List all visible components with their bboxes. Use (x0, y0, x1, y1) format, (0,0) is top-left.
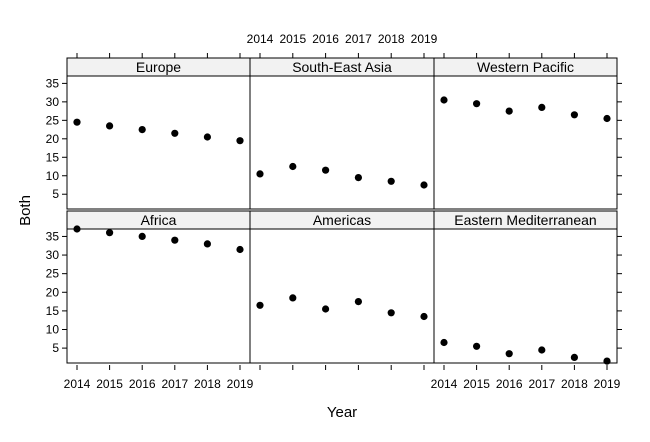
y-tick-label-1-20: 20 (46, 285, 60, 299)
x-tick-label-bottom-2-2018: 2018 (561, 377, 588, 391)
y-tick-label-0-35: 35 (46, 76, 60, 90)
point-americas-2014 (256, 301, 264, 309)
x-tick-label-top-2018: 2018 (378, 32, 405, 46)
point-americas-2019 (420, 312, 428, 321)
point-western-pacific-2016 (505, 107, 513, 115)
y-tick-label-1-15: 15 (46, 304, 60, 318)
x-tick-label-bottom-2-2015: 2015 (463, 377, 490, 391)
point-eastern-mediterranean-2018 (570, 353, 579, 361)
point-western-pacific-2017 (538, 103, 546, 111)
y-tick-label-0-10: 10 (46, 169, 60, 183)
x-axis-title: Year (327, 404, 357, 421)
x-tick-label-top-2014: 2014 (247, 32, 274, 46)
panel-frame-south-east-asia (249, 75, 435, 210)
x-tick-label-top-2015: 2015 (279, 32, 306, 46)
y-tick-label-1-10: 10 (46, 323, 60, 337)
point-south-east-asia-2016 (322, 166, 330, 174)
y-tick-label-1-30: 30 (46, 248, 60, 262)
point-western-pacific-2019 (603, 114, 611, 123)
panel-frame-europe (66, 75, 251, 210)
y-tick-label-1-5: 5 (52, 341, 59, 355)
point-eastern-mediterranean-2016 (505, 350, 513, 358)
point-africa-2014 (73, 225, 81, 233)
point-eastern-mediterranean-2015 (473, 342, 481, 350)
panel-title-eastern-mediterranean: Eastern Mediterranean (454, 212, 596, 228)
point-europe-2019 (236, 137, 244, 145)
y-tick-label-0-15: 15 (46, 150, 60, 164)
panel-frame-africa (66, 228, 251, 364)
point-western-pacific-2015 (473, 100, 481, 108)
point-south-east-asia-2017 (354, 174, 362, 182)
x-tick-label-bottom-2-2016: 2016 (496, 377, 523, 391)
point-africa-2017 (171, 236, 179, 244)
point-europe-2016 (138, 126, 146, 134)
point-south-east-asia-2018 (387, 177, 395, 185)
y-tick-label-0-30: 30 (46, 95, 60, 109)
point-americas-2017 (354, 298, 362, 306)
point-eastern-mediterranean-2017 (538, 346, 546, 354)
point-south-east-asia-2019 (420, 181, 428, 189)
point-europe-2015 (106, 122, 114, 130)
x-tick-label-top-2016: 2016 (312, 32, 339, 46)
y-tick-label-1-35: 35 (46, 229, 60, 243)
point-europe-2018 (203, 133, 211, 141)
panel-frame-western-pacific (433, 75, 618, 210)
x-tick-label-bottom-2-2019: 2019 (594, 377, 621, 391)
panel-title-europe: Europe (136, 59, 181, 75)
point-africa-2018 (203, 240, 211, 248)
point-africa-2015 (106, 229, 114, 237)
point-western-pacific-2014 (440, 96, 448, 104)
y-tick-label-0-25: 25 (46, 113, 60, 127)
x-tick-label-top-2019: 2019 (411, 32, 438, 46)
panel-frame-americas (249, 228, 435, 364)
point-europe-2014 (73, 118, 81, 126)
point-americas-2018 (387, 309, 395, 317)
y-tick-label-0-20: 20 (46, 132, 60, 146)
panel-frame-eastern-mediterranean (433, 228, 618, 364)
panel-title-western-pacific: Western Pacific (477, 59, 574, 75)
panel-title-south-east-asia: South-East Asia (292, 59, 392, 75)
y-axis-title: Both (17, 195, 34, 226)
x-tick-label-top-2017: 2017 (345, 32, 372, 46)
x-tick-label-bottom-0-2017: 2017 (161, 377, 188, 391)
point-eastern-mediterranean-2014 (440, 338, 448, 347)
x-tick-label-bottom-0-2014: 2014 (64, 377, 91, 391)
point-americas-2016 (322, 305, 330, 313)
point-africa-2016 (138, 232, 146, 240)
point-western-pacific-2018 (570, 111, 579, 119)
x-tick-label-bottom-2-2017: 2017 (528, 377, 555, 391)
y-tick-label-0-5: 5 (52, 187, 59, 201)
x-tick-label-bottom-0-2015: 2015 (96, 377, 123, 391)
point-south-east-asia-2015 (289, 162, 297, 171)
point-europe-2017 (171, 129, 179, 137)
point-eastern-mediterranean-2019 (603, 357, 611, 365)
panel-title-americas: Americas (313, 212, 371, 228)
y-tick-label-1-25: 25 (46, 267, 60, 281)
x-tick-label-bottom-2-2014: 2014 (431, 377, 458, 391)
x-tick-label-bottom-0-2016: 2016 (129, 377, 156, 391)
point-south-east-asia-2014 (256, 170, 264, 178)
x-tick-label-bottom-0-2019: 2019 (227, 377, 254, 391)
panel-title-africa: Africa (141, 212, 177, 228)
point-africa-2019 (236, 245, 244, 254)
point-americas-2015 (289, 294, 297, 302)
x-tick-label-bottom-0-2018: 2018 (194, 377, 221, 391)
